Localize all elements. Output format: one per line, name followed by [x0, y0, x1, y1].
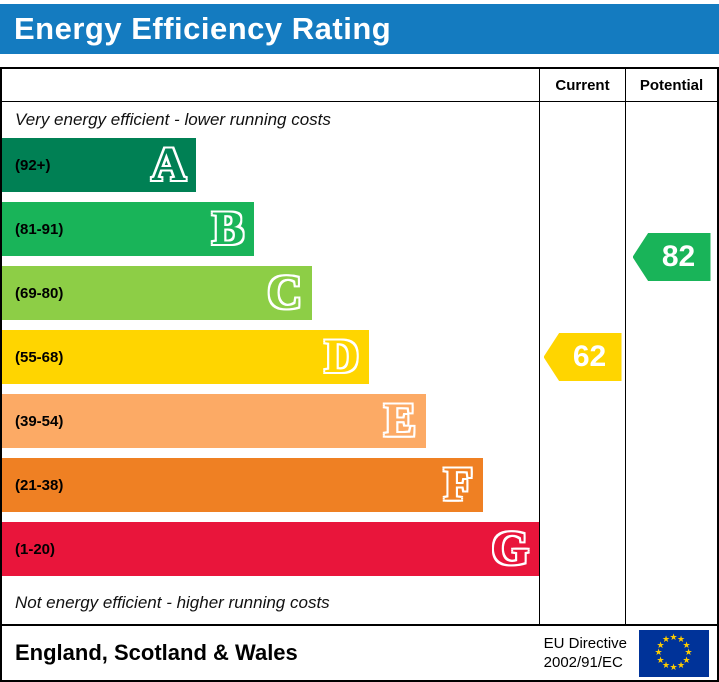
eu-flag-star-icon: ★	[656, 654, 665, 665]
band-row-d: (55-68) D	[2, 330, 539, 384]
region-label: England, Scotland & Wales	[15, 640, 298, 665]
band-range: (92+)	[15, 156, 51, 174]
band-range: (1-20)	[15, 540, 56, 558]
band-letter: D	[324, 330, 359, 383]
potential-column-header: Potential	[625, 69, 717, 101]
current-rating-value: 62	[572, 340, 607, 373]
eu-flag-star-icon: ★	[677, 634, 686, 644]
band-letter: F	[443, 458, 473, 511]
band-letter: E	[383, 394, 416, 447]
band-range: (21-38)	[15, 476, 64, 494]
eu-directive-line2: 2002/91/EC	[543, 654, 623, 671]
eu-flag-star-icon: ★	[662, 659, 671, 670]
eu-flag-star-icon: ★	[682, 654, 691, 665]
top-note: Very energy efficient - lower running co…	[15, 110, 331, 129]
band-row-g: (1-20) G	[2, 522, 539, 576]
title-bar: Energy Efficiency Rating	[0, 4, 719, 54]
eu-flag-icon: ★ ★ ★ ★ ★ ★ ★ ★ ★ ★ ★ ★	[639, 629, 709, 677]
eu-flag-star-icon: ★	[669, 662, 678, 672]
band-bar-b: (81-91) B	[2, 202, 254, 256]
band-row-a: (92+) A	[2, 138, 539, 192]
band-row-f: (21-38) F	[2, 458, 539, 512]
eu-directive-label: EU Directive 2002/91/EC	[544, 634, 627, 673]
header-spacer	[2, 69, 539, 101]
band-row-e: (39-54) E	[2, 394, 539, 448]
potential-rating-value: 82	[661, 240, 696, 273]
band-row-b: (81-91) B	[2, 202, 539, 256]
column-headers: Current Potential	[2, 69, 717, 102]
band-range: (81-91)	[15, 220, 64, 238]
chart-body: Very energy efficient - lower running co…	[2, 102, 717, 624]
footer: England, Scotland & Wales EU Directive 2…	[2, 624, 717, 680]
potential-column: 82	[625, 102, 717, 624]
band-range: (39-54)	[15, 412, 64, 430]
bands-column: Very energy efficient - lower running co…	[2, 102, 539, 624]
eu-flag-star-icon: ★	[682, 639, 691, 650]
band-row-c: (69-80) C	[2, 266, 539, 320]
band-bar-d: (55-68) D	[2, 330, 369, 384]
eu-flag-star-icon: ★	[677, 659, 686, 670]
potential-rating-arrow: 82	[632, 233, 711, 281]
band-bar-f: (21-38) F	[2, 458, 483, 512]
rating-panel: Current Potential Very energy efficient …	[0, 67, 719, 682]
eu-flag-star-icon: ★	[656, 639, 665, 650]
current-column-header: Current	[539, 69, 625, 101]
eu-flag-star-icon: ★	[669, 632, 678, 642]
bottom-note: Not energy efficient - higher running co…	[15, 593, 330, 612]
band-letter: C	[267, 266, 302, 319]
band-range: (55-68)	[15, 348, 64, 366]
page-title: Energy Efficiency Rating	[14, 11, 392, 46]
current-rating-arrow: 62	[543, 333, 622, 381]
eu-flag-star-icon: ★	[684, 647, 693, 657]
band-letter: B	[211, 202, 244, 255]
band-letter: G	[491, 522, 529, 575]
band-letter: A	[151, 138, 186, 191]
eu-flag-star-icon: ★	[662, 634, 671, 644]
eu-flag-star-icon: ★	[654, 647, 663, 657]
band-bar-e: (39-54) E	[2, 394, 426, 448]
eu-directive-line1: EU Directive	[543, 634, 627, 652]
band-bar-g: (1-20) G	[2, 522, 539, 576]
band-bar-a: (92+) A	[2, 138, 196, 192]
band-range: (69-80)	[15, 284, 64, 302]
current-column: 62	[539, 102, 625, 624]
band-bar-c: (69-80) C	[2, 266, 312, 320]
